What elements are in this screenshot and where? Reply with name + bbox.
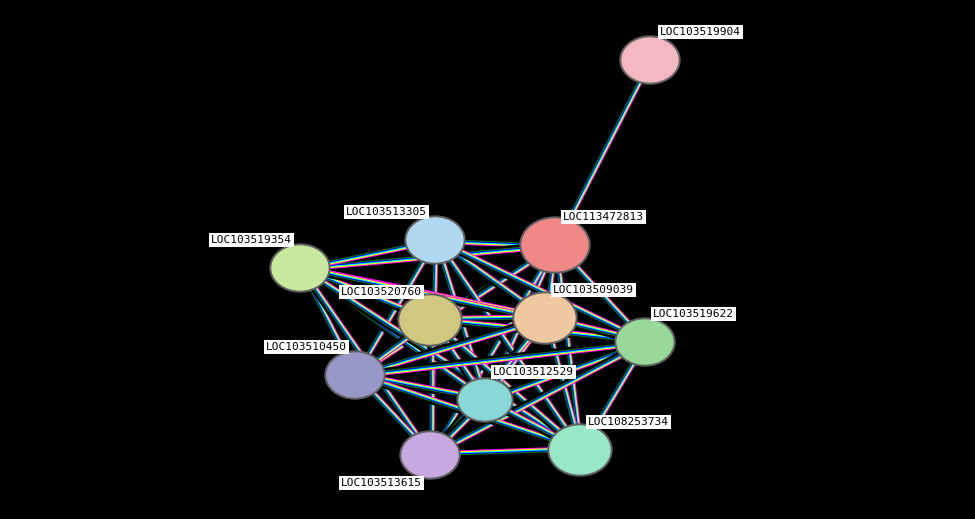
Ellipse shape	[622, 38, 678, 82]
Ellipse shape	[617, 320, 673, 364]
Ellipse shape	[520, 217, 590, 273]
Text: LOC103512529: LOC103512529	[493, 367, 574, 377]
Ellipse shape	[407, 218, 463, 262]
Ellipse shape	[457, 378, 513, 422]
Text: LOC103519354: LOC103519354	[211, 235, 292, 245]
Ellipse shape	[515, 294, 575, 342]
Ellipse shape	[522, 219, 588, 271]
Text: LOC103510450: LOC103510450	[266, 342, 347, 352]
Ellipse shape	[615, 318, 675, 366]
Ellipse shape	[270, 244, 330, 292]
Ellipse shape	[513, 292, 577, 344]
Ellipse shape	[272, 246, 328, 290]
Text: LOC103513305: LOC103513305	[346, 207, 427, 217]
Ellipse shape	[620, 36, 680, 84]
Ellipse shape	[327, 353, 383, 397]
Text: LOC103513615: LOC103513615	[341, 478, 422, 488]
Ellipse shape	[459, 380, 511, 420]
Ellipse shape	[402, 433, 458, 477]
Text: LOC108253734: LOC108253734	[588, 417, 669, 427]
Ellipse shape	[548, 424, 612, 476]
Ellipse shape	[550, 426, 610, 474]
Text: LOC103519622: LOC103519622	[653, 309, 734, 319]
Text: LOC103519904: LOC103519904	[660, 27, 741, 37]
Text: LOC103509039: LOC103509039	[553, 285, 634, 295]
Ellipse shape	[400, 296, 460, 344]
Ellipse shape	[398, 294, 462, 346]
Text: LOC113472813: LOC113472813	[563, 212, 644, 222]
Ellipse shape	[400, 431, 460, 479]
Ellipse shape	[325, 351, 385, 399]
Text: LOC103520760: LOC103520760	[341, 287, 422, 297]
Ellipse shape	[405, 216, 465, 264]
